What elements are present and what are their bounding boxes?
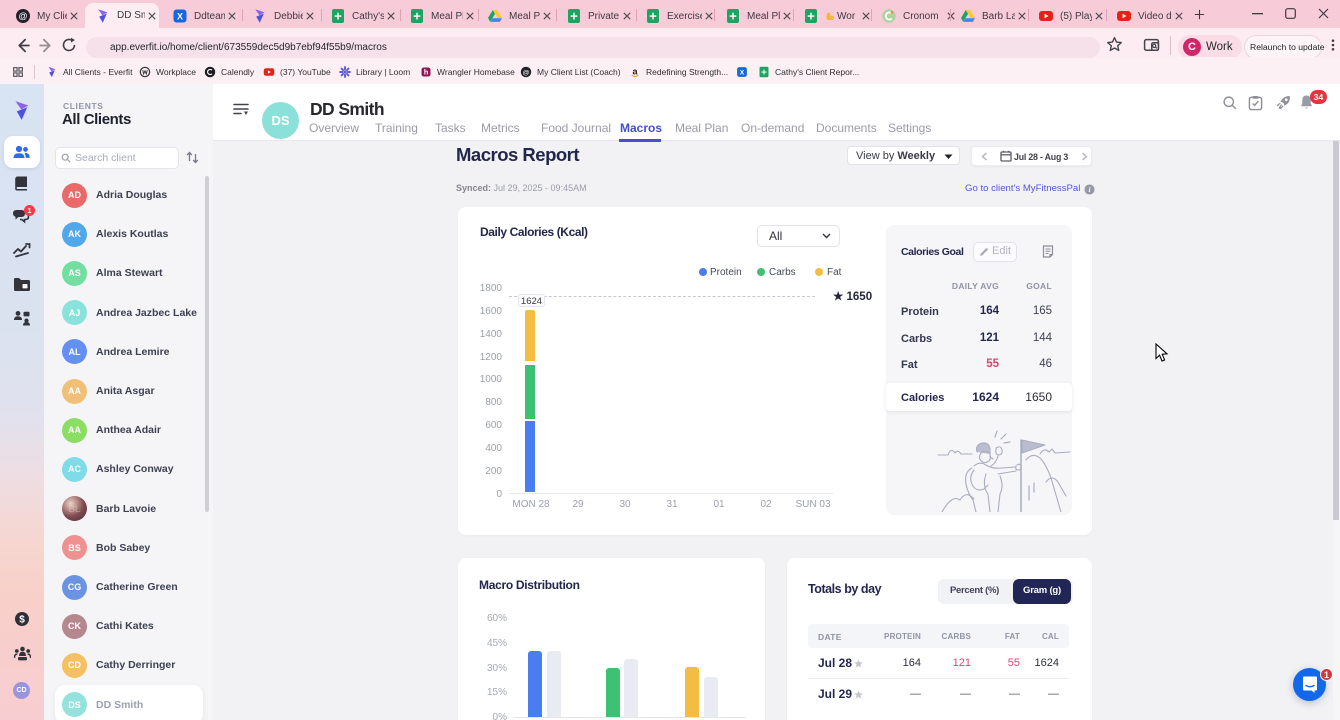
svg-text:i: i xyxy=(1088,185,1090,194)
svg-text:$: $ xyxy=(19,615,25,626)
